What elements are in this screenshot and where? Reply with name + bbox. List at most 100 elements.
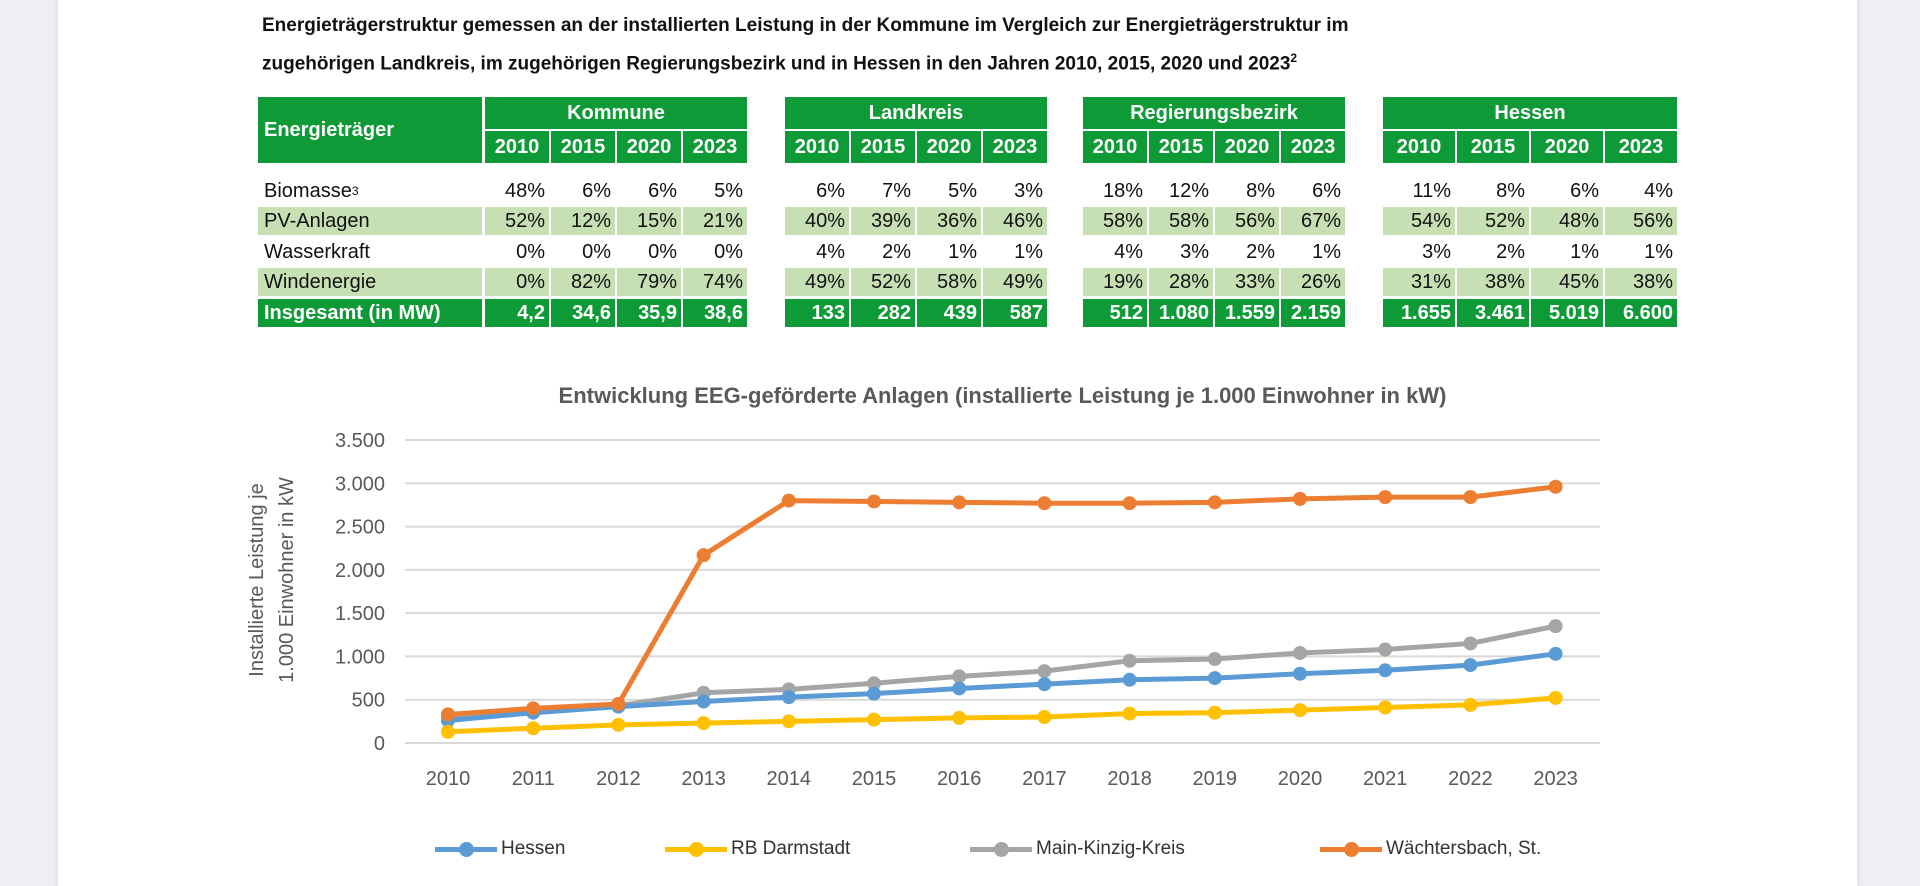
x-tick-label: 2012 [596,768,641,790]
data-point-main-kinzig-kreis [1293,645,1307,660]
table-cell: 52% [485,207,549,235]
data-point-hessen [867,686,881,701]
table-cell-text: 39% [870,209,911,232]
table-cell: 58% [1083,207,1147,235]
table-cell-text: 4% [1114,240,1143,263]
table-cell-text: 1.559 [1224,301,1275,324]
table-cell: 48% [1531,207,1603,235]
data-point-w-chtersbach-st- [1207,495,1222,510]
x-tick-label: 2010 [426,768,471,790]
legend-label: Main-Kinzig-Kreis [1036,838,1185,859]
table-cell-text: 6% [1570,179,1599,202]
table-cell-text: 15% [636,209,677,232]
year-header-text: 2023 [1618,135,1664,158]
table-cell: 28% [1149,268,1213,296]
table-cell-text: 8% [1496,179,1525,202]
data-point-hessen [1037,677,1052,692]
table-cell-text: 33% [1234,270,1275,293]
y-tick-label: 1.000 [335,646,385,668]
x-tick-label: 2014 [767,768,812,790]
series-line-w-chtersbach-st- [447,484,1556,717]
table-cell-text: 0% [714,240,743,263]
table-cell: 31% [1383,268,1455,296]
year-header-text: 2010 [1396,135,1442,158]
table-cell: 8% [1457,177,1529,205]
year-header-text: 2020 [1544,135,1590,158]
data-point-rb-darmstadt [1122,706,1137,721]
legend-item: Hessen [435,838,565,860]
legend-marker-icon [1320,841,1382,857]
year-header-text: 2015 [1470,135,1516,158]
table-cell: 3% [1149,238,1213,266]
table-cell-text: 79% [636,270,677,293]
data-point-w-chtersbach-st- [1378,490,1393,505]
year-header-text: 2020 [926,135,972,158]
table-cell-text: 1% [1570,240,1599,263]
group-header-hessen: Hessen [1383,97,1677,129]
y-tick-label: 1.500 [335,603,385,625]
year-header: 2020 [917,131,981,163]
year-header-text: 2010 [794,135,840,158]
x-tick-label: 2011 [512,768,555,790]
legend-item: RB Darmstadt [665,838,850,860]
data-point-main-kinzig-kreis [1463,636,1478,651]
table-cell: 12% [1149,177,1213,205]
data-point-w-chtersbach-st- [696,548,711,563]
table-cell-text: 5% [714,179,743,202]
table-cell: 11% [1383,177,1455,205]
x-tick-label: 2019 [1193,768,1238,790]
table-cell-text: 31% [1410,270,1451,293]
table-cell: 18% [1083,177,1147,205]
row-label: Windenergie [258,268,482,296]
table-cell-text: 3% [1422,240,1451,263]
table-cell-text: 3.461 [1474,301,1525,324]
data-point-w-chtersbach-st- [1122,496,1137,511]
table-cell-text: 58% [1168,209,1209,232]
row-label-text: Wasserkraft [264,240,370,263]
table-cell-text: 512 [1109,301,1143,324]
table-cell-text: 28% [1168,270,1209,293]
table-cell-text: 0% [516,240,545,263]
table-cell: 6% [1531,177,1603,205]
table-cell-text: 6% [648,179,677,202]
table-title: Energieträgerstruktur gemessen an der in… [262,10,1662,80]
data-point-main-kinzig-kreis [1122,653,1137,668]
table-cell-text: 6% [1312,179,1341,202]
table-cell: 7% [851,177,915,205]
legend-label: Wächtersbach, St. [1386,838,1542,859]
table-cell: 15% [617,207,681,235]
series-line-rb-darmstadt [447,695,1556,735]
data-point-rb-darmstadt [867,712,881,727]
table-cell: 5% [683,177,747,205]
table-cell: 19% [1083,268,1147,296]
table-cell: 54% [1383,207,1455,235]
table-cell-text: 58% [936,270,977,293]
table-cell-text: 1% [948,240,977,263]
table-cell: 0% [683,238,747,266]
table-cell-text: 52% [504,209,545,232]
table-cell: 1.080 [1149,299,1213,327]
table-cell: 1% [1531,238,1603,266]
table-cell-text: 38% [1484,270,1525,293]
table-cell: 48% [485,177,549,205]
year-header: 2015 [551,131,615,163]
row-label-text: Windenergie [264,270,377,293]
table-cell: 1% [983,238,1047,266]
table-cell: 56% [1605,207,1677,235]
year-header-text: 2015 [860,135,906,158]
title-footnote: 2 [1290,51,1298,65]
x-tick-label: 2013 [681,768,726,790]
year-header: 2020 [1215,131,1279,163]
table-cell-text: 36% [936,209,977,232]
table-cell-text: 4,2 [517,301,545,324]
year-header-text: 2015 [560,135,606,158]
table-cell: 33% [1215,268,1279,296]
table-cell: 1% [1605,238,1677,266]
table-cell: 2.159 [1281,299,1345,327]
y-tick-label: 3.500 [335,430,385,452]
data-point-hessen [1548,646,1563,661]
table-cell: 6.600 [1605,299,1677,327]
table-cell-text: 46% [1002,209,1043,232]
table-cell: 82% [551,268,615,296]
